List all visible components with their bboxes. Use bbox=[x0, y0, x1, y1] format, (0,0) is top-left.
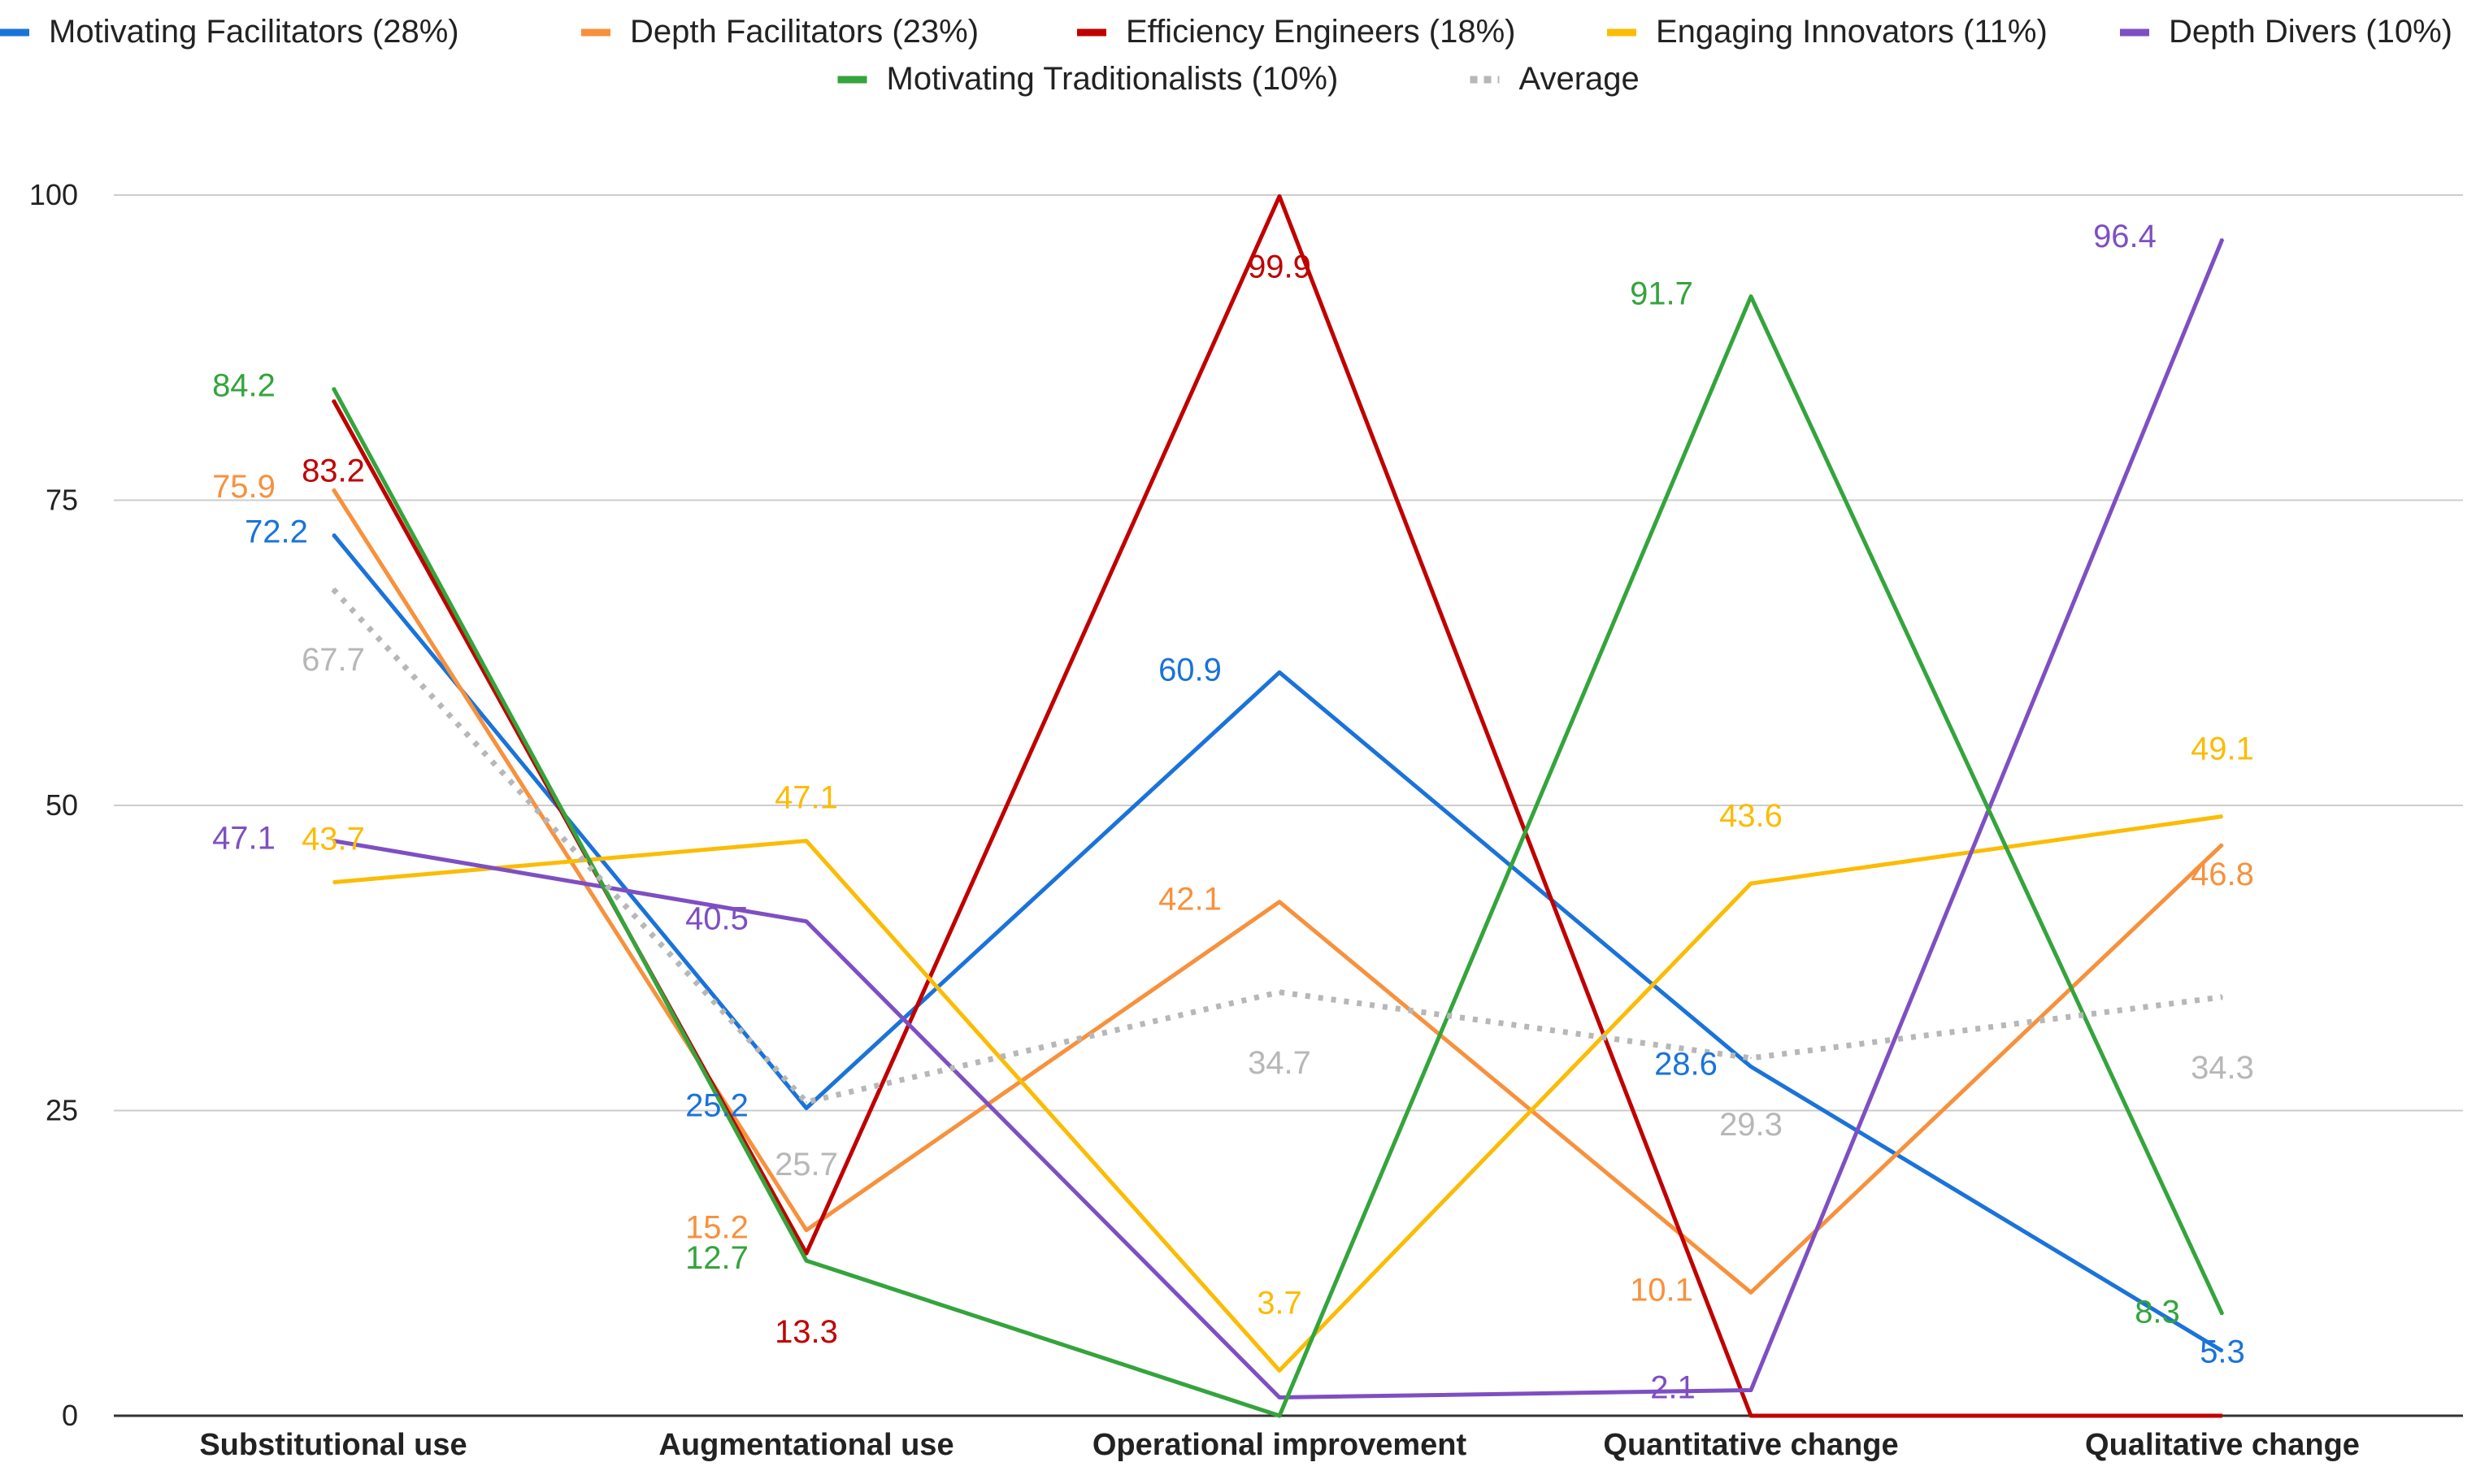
legend-label: Motivating Facilitators (28%) bbox=[49, 14, 459, 50]
data-label: 2.1 bbox=[1650, 1369, 1696, 1405]
x-axis-categories: Substitutional use Augmentational use Oper… bbox=[199, 1428, 2360, 1462]
legend-label: Depth Divers (10%) bbox=[2169, 14, 2452, 50]
data-point bbox=[332, 533, 334, 536]
data-point bbox=[332, 840, 334, 842]
legend-label: Efficiency Engineers (18%) bbox=[1126, 14, 1516, 50]
y-tick-label: 50 bbox=[46, 788, 78, 822]
data-label: 49.1 bbox=[2191, 731, 2254, 767]
data-label: 84.2 bbox=[212, 367, 276, 403]
data-point bbox=[806, 840, 807, 842]
legend-label: Engaging Innovators (11%) bbox=[1656, 14, 2048, 50]
legend-label: Depth Facilitators (23%) bbox=[630, 14, 979, 50]
series-line bbox=[332, 238, 2225, 1399]
data-label: 99.9 bbox=[1248, 250, 1311, 285]
data-label: 3.7 bbox=[1257, 1285, 1302, 1321]
data-point bbox=[1279, 195, 1280, 197]
data-point bbox=[1279, 991, 1280, 993]
data-label: 29.3 bbox=[1719, 1107, 1783, 1143]
data-label: 43.6 bbox=[1719, 798, 1783, 834]
data-label: 47.1 bbox=[212, 821, 276, 857]
data-label: 10.1 bbox=[1630, 1272, 1693, 1308]
data-label: 13.3 bbox=[775, 1314, 838, 1350]
data-point bbox=[806, 1252, 807, 1255]
data-point bbox=[1750, 1057, 1752, 1059]
legend-label: Motivating Traditionalists (10%) bbox=[887, 61, 1339, 97]
data-label: 60.9 bbox=[1158, 652, 1222, 688]
data-point bbox=[2222, 238, 2223, 241]
x-category-label: Qualitative change bbox=[2085, 1428, 2360, 1462]
data-point bbox=[806, 1260, 807, 1262]
y-tick-label: 0 bbox=[62, 1399, 78, 1432]
data-point bbox=[1750, 1065, 1752, 1068]
data-point bbox=[1279, 671, 1280, 674]
data-label: 46.8 bbox=[2191, 857, 2254, 892]
x-category-label: Operational improvement bbox=[1092, 1428, 1467, 1462]
data-label: 40.5 bbox=[685, 901, 749, 937]
data-label: 25.7 bbox=[775, 1147, 838, 1182]
data-point bbox=[332, 387, 334, 389]
x-category-label: Substitutional use bbox=[199, 1428, 467, 1462]
data-label: 43.7 bbox=[302, 822, 365, 857]
data-point bbox=[1750, 1389, 1752, 1391]
data-point bbox=[2222, 1350, 2223, 1352]
data-label: 8.3 bbox=[2135, 1294, 2180, 1330]
legend-label: Average bbox=[1519, 61, 1640, 97]
series-line bbox=[331, 587, 2223, 1105]
data-point bbox=[332, 399, 334, 401]
data-point bbox=[2222, 1313, 2223, 1316]
data-point bbox=[806, 920, 807, 922]
data-point bbox=[1279, 1396, 1280, 1399]
data-point bbox=[2222, 1415, 2223, 1417]
data-point bbox=[332, 588, 334, 591]
data-point bbox=[806, 1229, 807, 1231]
data-label: 28.6 bbox=[1654, 1046, 1718, 1082]
data-label: 34.3 bbox=[2191, 1050, 2254, 1086]
data-label: 91.7 bbox=[1630, 276, 1693, 312]
data-point bbox=[1279, 900, 1280, 903]
data-point bbox=[1750, 883, 1752, 885]
data-point bbox=[1750, 1291, 1752, 1294]
gridlines bbox=[114, 194, 2463, 1417]
y-tick-label: 75 bbox=[46, 484, 78, 517]
data-label: 12.7 bbox=[685, 1240, 749, 1276]
data-label: 67.7 bbox=[302, 642, 365, 678]
data-point bbox=[2222, 844, 2223, 846]
y-axis-ticks: 0 25 50 75 100 bbox=[29, 178, 78, 1432]
data-label: 5.3 bbox=[2200, 1334, 2245, 1369]
data-point bbox=[332, 488, 334, 490]
data-label: 15.2 bbox=[685, 1210, 749, 1246]
data-point bbox=[806, 1100, 807, 1103]
series-lines bbox=[331, 194, 2225, 1418]
data-label: 75.9 bbox=[212, 469, 276, 505]
data-labels: 72.2 25.2 60.9 28.6 5.3 75.9 15.2 42.1 10.1 46.8 8… bbox=[212, 219, 2254, 1405]
y-tick-label: 100 bbox=[29, 178, 78, 211]
data-label: 96.4 bbox=[2093, 219, 2157, 254]
data-point bbox=[2222, 996, 2223, 998]
data-label: 72.2 bbox=[245, 514, 308, 550]
data-label: 83.2 bbox=[302, 453, 365, 488]
x-category-label: Augmentational use bbox=[658, 1428, 953, 1462]
data-point bbox=[806, 1107, 807, 1109]
data-point bbox=[1750, 1415, 1752, 1417]
series-line bbox=[332, 533, 2224, 1353]
data-label: 25.2 bbox=[685, 1087, 749, 1123]
data-point bbox=[1750, 295, 1752, 297]
legend: Motivating Facilitators (28%) Depth Facil… bbox=[0, 14, 2452, 97]
y-tick-label: 25 bbox=[46, 1094, 78, 1127]
data-point bbox=[332, 881, 334, 883]
data-point bbox=[1279, 1415, 1280, 1417]
data-label: 47.1 bbox=[775, 780, 838, 816]
data-point bbox=[2222, 815, 2223, 818]
x-category-label: Quantitative change bbox=[1603, 1428, 1898, 1462]
data-label: 42.1 bbox=[1158, 882, 1222, 918]
data-point bbox=[1279, 1369, 1280, 1372]
data-label: 34.7 bbox=[1248, 1045, 1311, 1081]
